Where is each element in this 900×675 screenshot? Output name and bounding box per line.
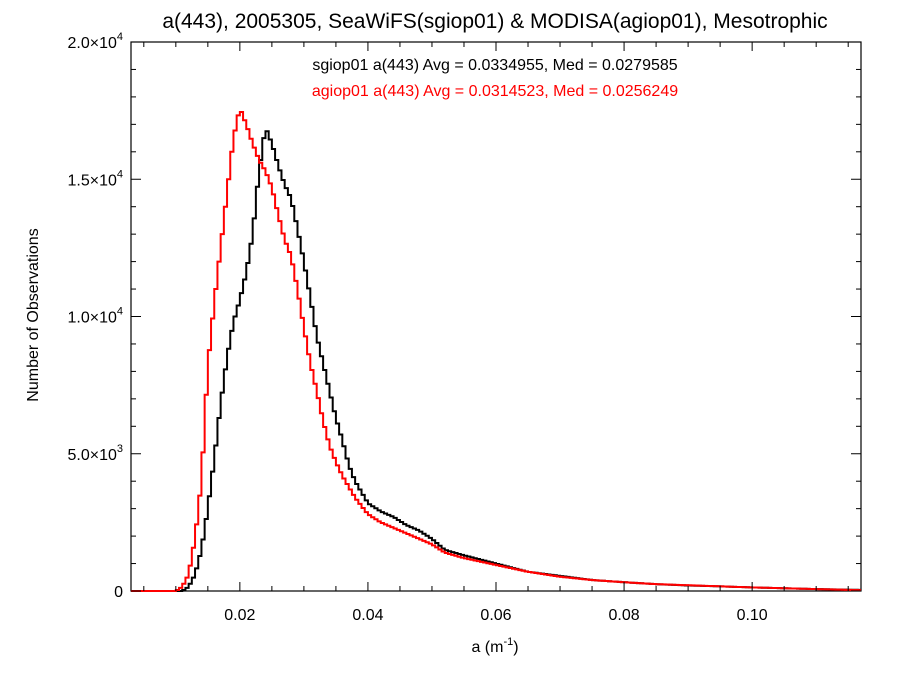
y-tick-mantissa: 2.0×10 (67, 35, 116, 52)
x-axis-label-sup: -1 (503, 636, 513, 648)
y-tick-mantissa: 5.0×10 (67, 447, 116, 464)
y-tick-mantissa: 1.0×10 (67, 310, 116, 327)
y-tick-label: 1.0×104 (67, 306, 123, 327)
plot-frame (130, 41, 862, 592)
stats-line: sgiop01 a(443) Avg = 0.0334955, Med = 0.… (312, 57, 677, 74)
x-tick-label: 0.02 (224, 607, 255, 624)
y-tick-mantissa: 1.5×10 (67, 172, 116, 189)
y-tick-label: 0 (114, 584, 123, 601)
y-tick-label: 2.0×104 (67, 31, 123, 52)
y-tick-exponent: 4 (117, 168, 123, 180)
y-tick-label: 1.5×104 (67, 168, 123, 189)
y-tick-mantissa: 0 (114, 584, 123, 601)
x-tick-label: 0.10 (737, 607, 768, 624)
series-sgiop01-line (131, 130, 861, 592)
y-axis-label: Number of Observations (25, 228, 42, 401)
y-tick-label: 5.0×103 (67, 443, 123, 464)
x-tick-label: 0.04 (352, 607, 383, 624)
chart-title: a(443), 2005305, SeaWiFS(sgiop01) & MODI… (162, 10, 827, 33)
x-axis-ticks: 0.02 0.04 0.06 0.08 0.10 (143, 42, 849, 624)
stats-legend: sgiop01 a(443) Avg = 0.0334955, Med = 0.… (312, 57, 678, 100)
x-tick-label: 0.06 (480, 607, 511, 624)
x-axis-label-main: a (m (471, 639, 503, 656)
x-tick-label: 0.08 (608, 607, 639, 624)
stats-line: agiop01 a(443) Avg = 0.0314523, Med = 0.… (312, 83, 678, 100)
y-tick-exponent: 4 (117, 306, 123, 318)
y-tick-exponent: 3 (117, 443, 123, 455)
x-axis-label: a (m-1) (471, 636, 518, 656)
x-axis-label-close: ) (513, 639, 518, 656)
series-agiop01-line (131, 111, 861, 592)
y-tick-exponent: 4 (117, 31, 123, 43)
series-group (131, 111, 861, 592)
